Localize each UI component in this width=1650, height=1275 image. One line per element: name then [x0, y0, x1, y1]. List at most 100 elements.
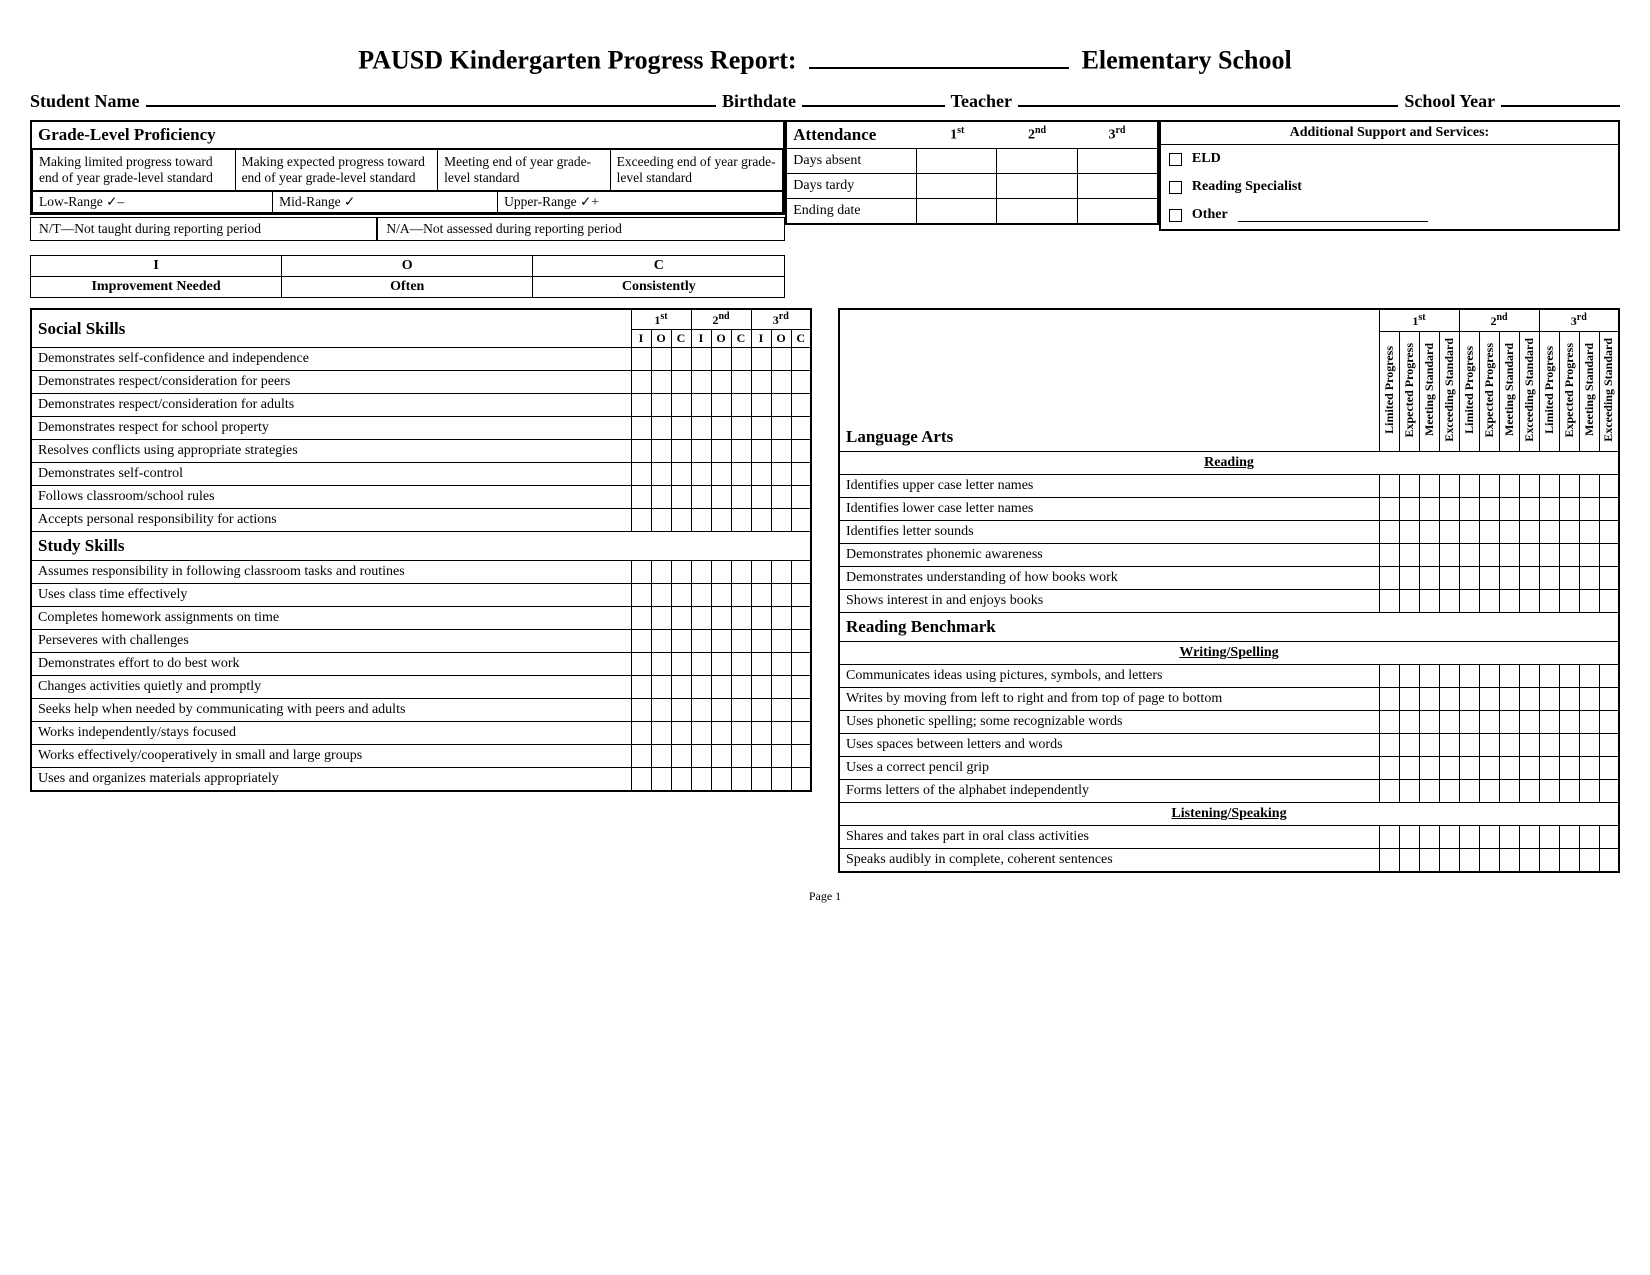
grade-cell[interactable]	[1519, 567, 1539, 590]
grade-cell[interactable]	[711, 417, 731, 440]
grade-cell[interactable]	[1399, 734, 1419, 757]
grade-cell[interactable]	[1499, 711, 1519, 734]
grade-cell[interactable]	[1579, 780, 1599, 803]
grade-cell[interactable]	[771, 653, 791, 676]
grade-cell[interactable]	[651, 463, 671, 486]
grade-cell[interactable]	[1439, 521, 1459, 544]
grade-cell[interactable]	[751, 722, 771, 745]
grade-cell[interactable]	[1399, 849, 1419, 873]
grade-cell[interactable]	[791, 653, 811, 676]
attendance-cell[interactable]	[1078, 149, 1157, 173]
grade-cell[interactable]	[1539, 590, 1559, 613]
grade-cell[interactable]	[791, 699, 811, 722]
grade-cell[interactable]	[711, 630, 731, 653]
grade-cell[interactable]	[731, 630, 751, 653]
grade-cell[interactable]	[1479, 734, 1499, 757]
grade-cell[interactable]	[1519, 849, 1539, 873]
grade-cell[interactable]	[1459, 475, 1479, 498]
grade-cell[interactable]	[1499, 590, 1519, 613]
grade-cell[interactable]	[651, 417, 671, 440]
grade-cell[interactable]	[1479, 665, 1499, 688]
grade-cell[interactable]	[751, 699, 771, 722]
grade-cell[interactable]	[631, 348, 651, 371]
grade-cell[interactable]	[1499, 757, 1519, 780]
checkbox-icon[interactable]	[1169, 153, 1182, 166]
grade-cell[interactable]	[1439, 590, 1459, 613]
grade-cell[interactable]	[1559, 757, 1579, 780]
grade-cell[interactable]	[1599, 688, 1619, 711]
grade-cell[interactable]	[1599, 567, 1619, 590]
grade-cell[interactable]	[691, 394, 711, 417]
grade-cell[interactable]	[631, 440, 651, 463]
grade-cell[interactable]	[1419, 757, 1439, 780]
grade-cell[interactable]	[671, 676, 691, 699]
grade-cell[interactable]	[1599, 734, 1619, 757]
grade-cell[interactable]	[1579, 688, 1599, 711]
grade-cell[interactable]	[1539, 711, 1559, 734]
grade-cell[interactable]	[1439, 757, 1459, 780]
grade-cell[interactable]	[1599, 849, 1619, 873]
grade-cell[interactable]	[751, 561, 771, 584]
grade-cell[interactable]	[671, 394, 691, 417]
field-school-year[interactable]	[1501, 88, 1620, 108]
grade-cell[interactable]	[1579, 826, 1599, 849]
grade-cell[interactable]	[1439, 734, 1459, 757]
grade-cell[interactable]	[1499, 567, 1519, 590]
grade-cell[interactable]	[1459, 849, 1479, 873]
grade-cell[interactable]	[651, 699, 671, 722]
grade-cell[interactable]	[791, 509, 811, 532]
grade-cell[interactable]	[731, 348, 751, 371]
grade-cell[interactable]	[1459, 734, 1479, 757]
grade-cell[interactable]	[791, 348, 811, 371]
grade-cell[interactable]	[711, 486, 731, 509]
grade-cell[interactable]	[1379, 498, 1399, 521]
grade-cell[interactable]	[1479, 521, 1499, 544]
grade-cell[interactable]	[1379, 849, 1399, 873]
grade-cell[interactable]	[1419, 665, 1439, 688]
grade-cell[interactable]	[1479, 757, 1499, 780]
grade-cell[interactable]	[691, 722, 711, 745]
grade-cell[interactable]	[1379, 475, 1399, 498]
grade-cell[interactable]	[691, 509, 711, 532]
grade-cell[interactable]	[1399, 665, 1419, 688]
grade-cell[interactable]	[1499, 498, 1519, 521]
grade-cell[interactable]	[1519, 498, 1539, 521]
grade-cell[interactable]	[671, 440, 691, 463]
grade-cell[interactable]	[1539, 544, 1559, 567]
grade-cell[interactable]	[1539, 734, 1559, 757]
grade-cell[interactable]	[731, 394, 751, 417]
grade-cell[interactable]	[731, 561, 751, 584]
grade-cell[interactable]	[1559, 849, 1579, 873]
grade-cell[interactable]	[791, 561, 811, 584]
grade-cell[interactable]	[691, 630, 711, 653]
grade-cell[interactable]	[1379, 780, 1399, 803]
grade-cell[interactable]	[631, 509, 651, 532]
grade-cell[interactable]	[731, 509, 751, 532]
attendance-cell[interactable]	[1078, 174, 1157, 198]
grade-cell[interactable]	[731, 584, 751, 607]
grade-cell[interactable]	[791, 630, 811, 653]
grade-cell[interactable]	[651, 607, 671, 630]
grade-cell[interactable]	[1499, 475, 1519, 498]
grade-cell[interactable]	[631, 630, 651, 653]
grade-cell[interactable]	[1399, 498, 1419, 521]
grade-cell[interactable]	[1519, 475, 1539, 498]
grade-cell[interactable]	[1599, 475, 1619, 498]
field-student-name[interactable]	[146, 88, 717, 108]
grade-cell[interactable]	[1579, 734, 1599, 757]
grade-cell[interactable]	[791, 417, 811, 440]
grade-cell[interactable]	[1479, 780, 1499, 803]
grade-cell[interactable]	[1479, 590, 1499, 613]
grade-cell[interactable]	[1439, 780, 1459, 803]
grade-cell[interactable]	[731, 371, 751, 394]
attendance-cell[interactable]	[917, 149, 997, 173]
grade-cell[interactable]	[691, 371, 711, 394]
grade-cell[interactable]	[1419, 590, 1439, 613]
grade-cell[interactable]	[1379, 688, 1399, 711]
grade-cell[interactable]	[751, 745, 771, 768]
grade-cell[interactable]	[691, 486, 711, 509]
grade-cell[interactable]	[691, 417, 711, 440]
grade-cell[interactable]	[1559, 734, 1579, 757]
checkbox-icon[interactable]	[1169, 209, 1182, 222]
grade-cell[interactable]	[1479, 544, 1499, 567]
